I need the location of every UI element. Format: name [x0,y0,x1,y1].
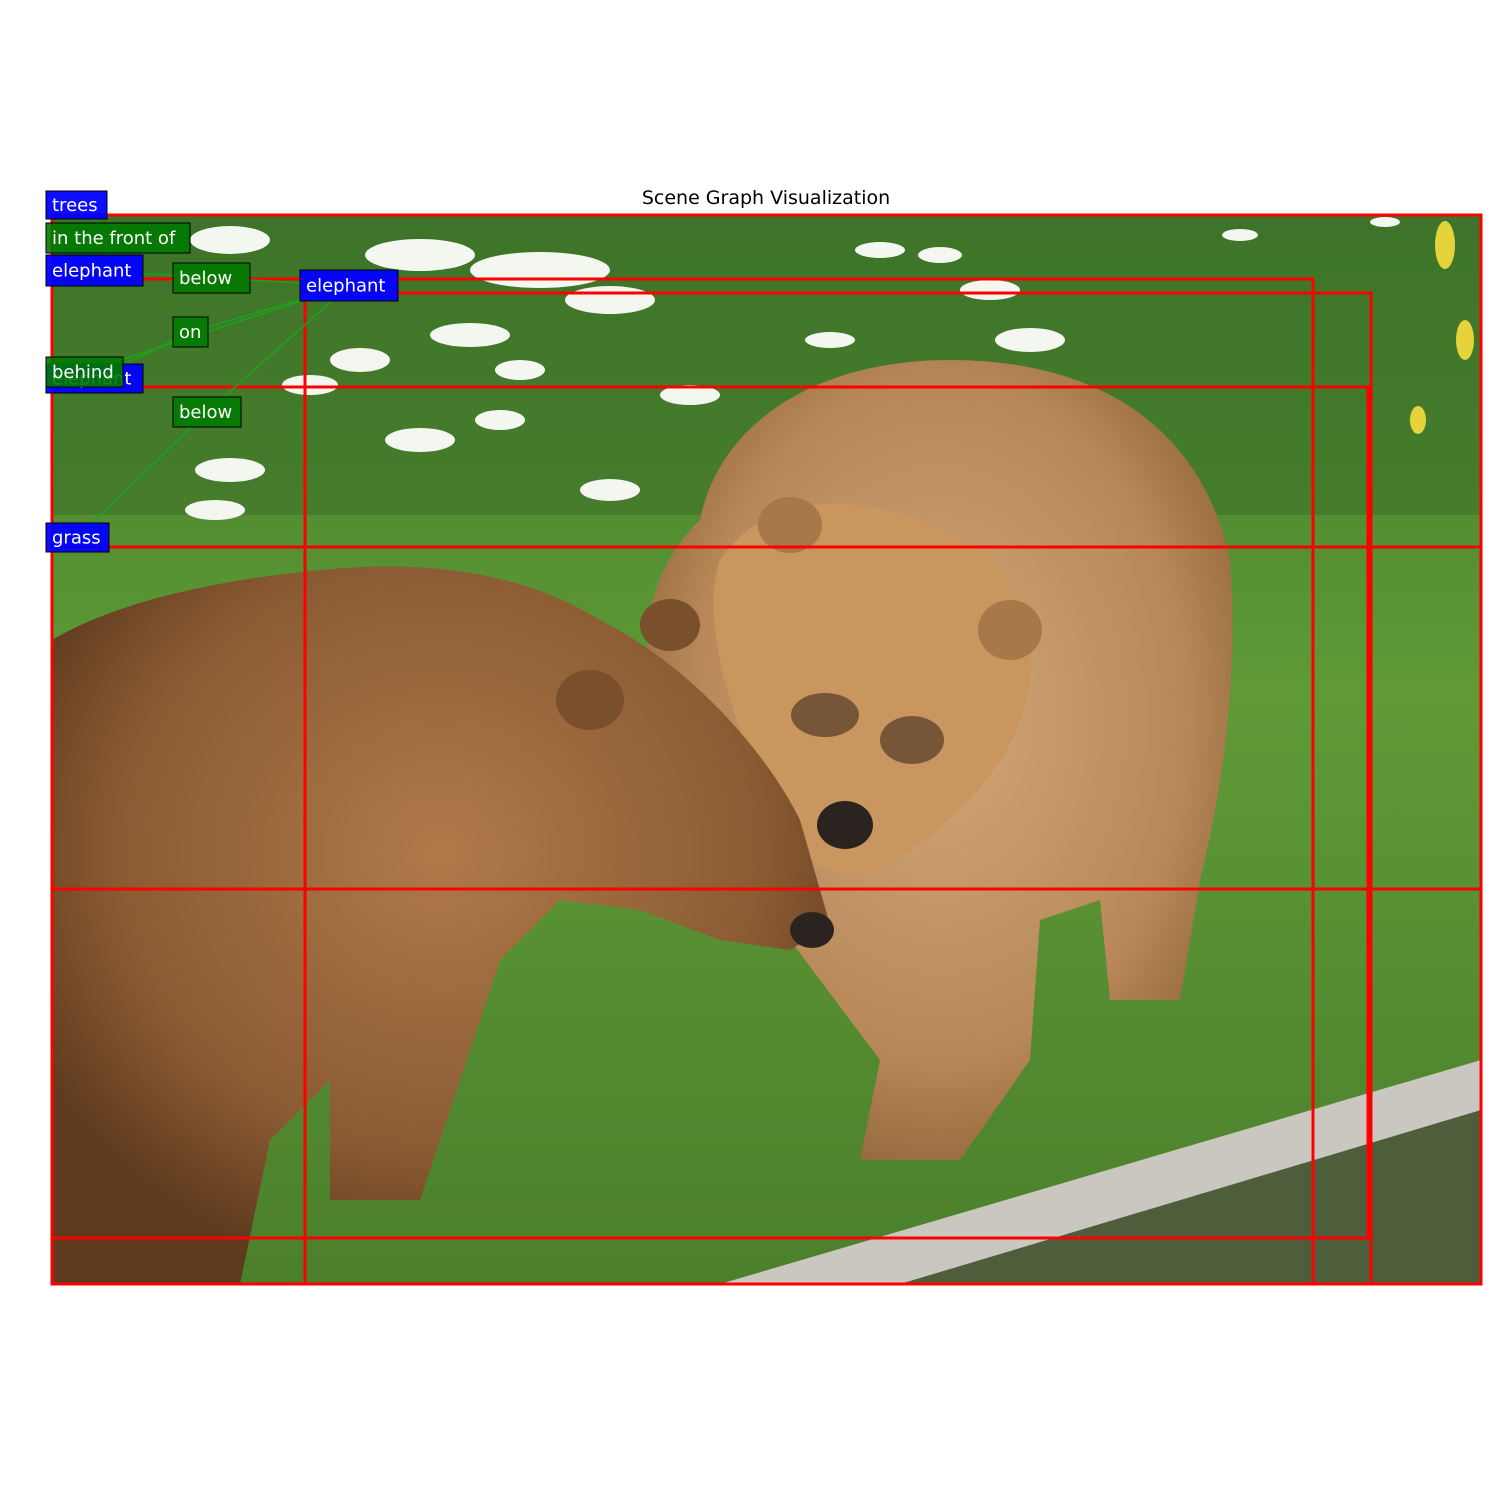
labels: treeselephantelephantelephantgrassin the… [45,190,399,553]
edge-rel-below-2-subject [76,411,208,539]
bear-right [647,360,1233,1160]
object-label-elephant-left-text: elephant [52,261,131,282]
object-label-elephant-right-text: elephant [306,276,385,297]
water [900,1110,1481,1284]
figure-title: Scene Graph Visualization [642,187,890,209]
relation-label-rel-behind-bg [45,356,124,388]
object-label-grass: grass [45,522,110,553]
relation-label-rel-in-front-of: in the front of [45,222,191,254]
object-label-elephant-right: elephant [299,269,399,302]
yellow-flowers [1410,221,1474,434]
relation-label-rel-behind-text: behind [52,362,114,383]
relation-label-rel-behind: behind [45,356,124,388]
edge-rel-below-2-object [206,284,350,413]
relation-label-rel-below-2: below [172,396,242,428]
object-label-grass-bg [45,522,110,553]
relation-label-rel-in-front-of-bg [45,222,191,254]
relation-label-rel-below-1: below [172,262,251,294]
object-label-elephant-right-bg [299,269,399,302]
bear-left [52,566,834,1284]
flowers [185,217,1400,520]
object-label-elephant-left-bg [45,254,144,287]
object-label-trees: trees [45,190,108,220]
relation-label-rel-in-front-of-text: in the front of [52,228,176,249]
relation-label-rel-on: on [172,316,209,348]
photo [52,215,1481,1284]
object-label-elephant-left: elephant [45,254,144,287]
object-label-grass-text: grass [52,528,101,549]
bbox-extra-0 [50,277,1315,1286]
relation-label-rel-below-1-bg [172,262,251,294]
relation-label-rel-below-2-text: below [179,402,232,423]
object-label-trees-bg [45,190,108,220]
relation-label-rel-below-2-bg [172,396,242,428]
relation-label-rel-on-bg [172,316,209,348]
object-label-trees-text: trees [52,195,98,216]
relation-label-rel-below-1-text: below [179,268,232,289]
relation-label-rel-on-text: on [179,322,201,343]
bounding-boxes [50,213,1483,1286]
